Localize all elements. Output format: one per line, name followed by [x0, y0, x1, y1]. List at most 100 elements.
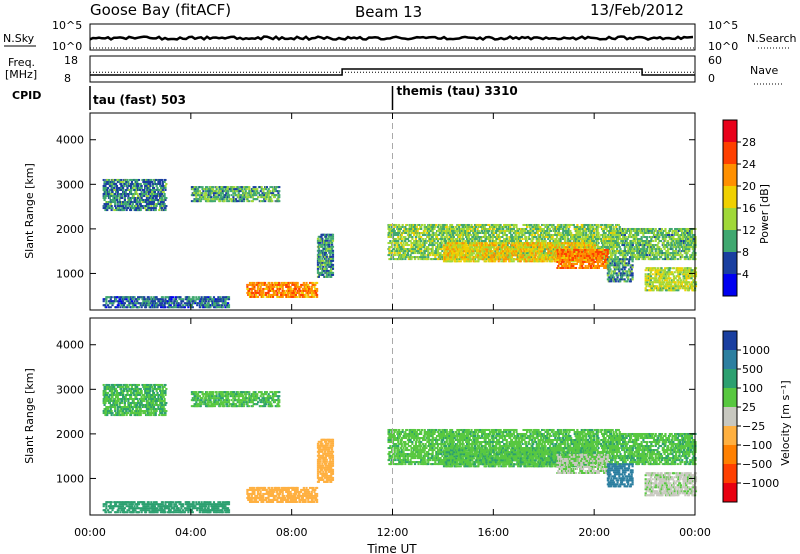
power-cell [126, 178, 129, 181]
power-cell [162, 201, 165, 204]
power-cell [156, 306, 159, 309]
power-cell [450, 227, 454, 230]
power-cell [515, 225, 518, 228]
power-cell [137, 184, 140, 187]
power-cell [178, 298, 181, 301]
power-cell [128, 197, 131, 200]
power-cell [331, 251, 335, 254]
power-cell [585, 229, 588, 233]
power-cell [159, 300, 163, 303]
power-cell [253, 293, 256, 296]
power-cell [122, 201, 125, 204]
power-cell [141, 195, 144, 198]
power-cell [179, 304, 182, 307]
power-cell [413, 229, 416, 233]
power-cell [154, 209, 157, 212]
power-cell [123, 197, 126, 200]
power-cell [432, 252, 435, 255]
power-cell [399, 248, 403, 251]
power-cell [246, 186, 249, 189]
power-cell [137, 178, 141, 181]
power-cell [219, 190, 222, 193]
power-cell [144, 193, 148, 196]
power-cell [392, 227, 395, 230]
power-cell [194, 188, 197, 191]
power-cell [146, 186, 149, 189]
power-cell [426, 232, 429, 235]
power-cell [441, 254, 444, 257]
power-cell [528, 225, 531, 228]
power-cell [478, 238, 481, 241]
power-cell [114, 306, 118, 309]
power-cell [129, 188, 133, 191]
power-cell [261, 192, 264, 195]
power-cell [114, 184, 117, 187]
power-cell [327, 247, 330, 250]
power-cell [410, 250, 413, 253]
power-cell [319, 265, 322, 268]
power-cell [111, 304, 114, 307]
power-cell [447, 258, 450, 261]
power-cell [291, 283, 294, 286]
power-cell [428, 232, 431, 235]
power-cell [296, 281, 299, 284]
power-cell [316, 265, 320, 268]
power-cell [420, 258, 423, 261]
power-cell [218, 192, 221, 195]
power-cell [401, 256, 404, 259]
power-cell [326, 245, 329, 248]
power-cell [272, 192, 275, 195]
power-cell [118, 180, 121, 183]
power-cell [477, 246, 480, 249]
power-cell [533, 227, 536, 230]
power-cell [285, 285, 289, 288]
power-cell [464, 232, 467, 235]
power-cell [411, 238, 414, 241]
power-cell [204, 306, 207, 309]
power-cell [212, 198, 216, 201]
power-cell [258, 289, 261, 292]
power-cell [152, 205, 156, 208]
power-cell [417, 248, 420, 251]
power-cell [405, 256, 408, 259]
power-cell [217, 306, 220, 309]
power-cell [462, 252, 465, 255]
power-cell [462, 225, 465, 228]
power-cell [565, 232, 568, 235]
power-cell [227, 196, 231, 199]
power-cell [526, 223, 530, 226]
power-cell [221, 296, 224, 299]
power-cell [329, 233, 332, 236]
power-cell [253, 192, 256, 195]
station-title: Goose Bay (fitACF) [90, 1, 231, 19]
power-cell [112, 302, 115, 305]
power-cell [506, 229, 509, 233]
power-cell [434, 242, 437, 245]
power-cell [161, 186, 164, 189]
power-cell [147, 182, 150, 185]
power-cell [120, 180, 123, 183]
power-cell [234, 198, 238, 201]
power-cell [294, 287, 298, 290]
power-cell [224, 306, 227, 309]
beam-title: Beam 13 [355, 3, 422, 21]
power-cell [495, 223, 498, 226]
power-cell [531, 225, 534, 228]
power-cell [554, 227, 557, 230]
power-cell [149, 207, 152, 210]
power-cell [486, 227, 489, 230]
power-cell [131, 298, 134, 301]
power-cell [420, 240, 423, 243]
power-cell [325, 263, 328, 266]
power-cell [323, 271, 327, 274]
power-cell [431, 229, 434, 233]
power-cell [107, 178, 111, 181]
power-cell [258, 293, 261, 296]
power-cell [211, 298, 214, 301]
power-cell [143, 296, 146, 299]
power-cell [510, 238, 514, 241]
power-cell [518, 238, 522, 241]
power-cell [609, 227, 612, 230]
power-cell [525, 238, 528, 241]
power-cell [436, 252, 440, 255]
